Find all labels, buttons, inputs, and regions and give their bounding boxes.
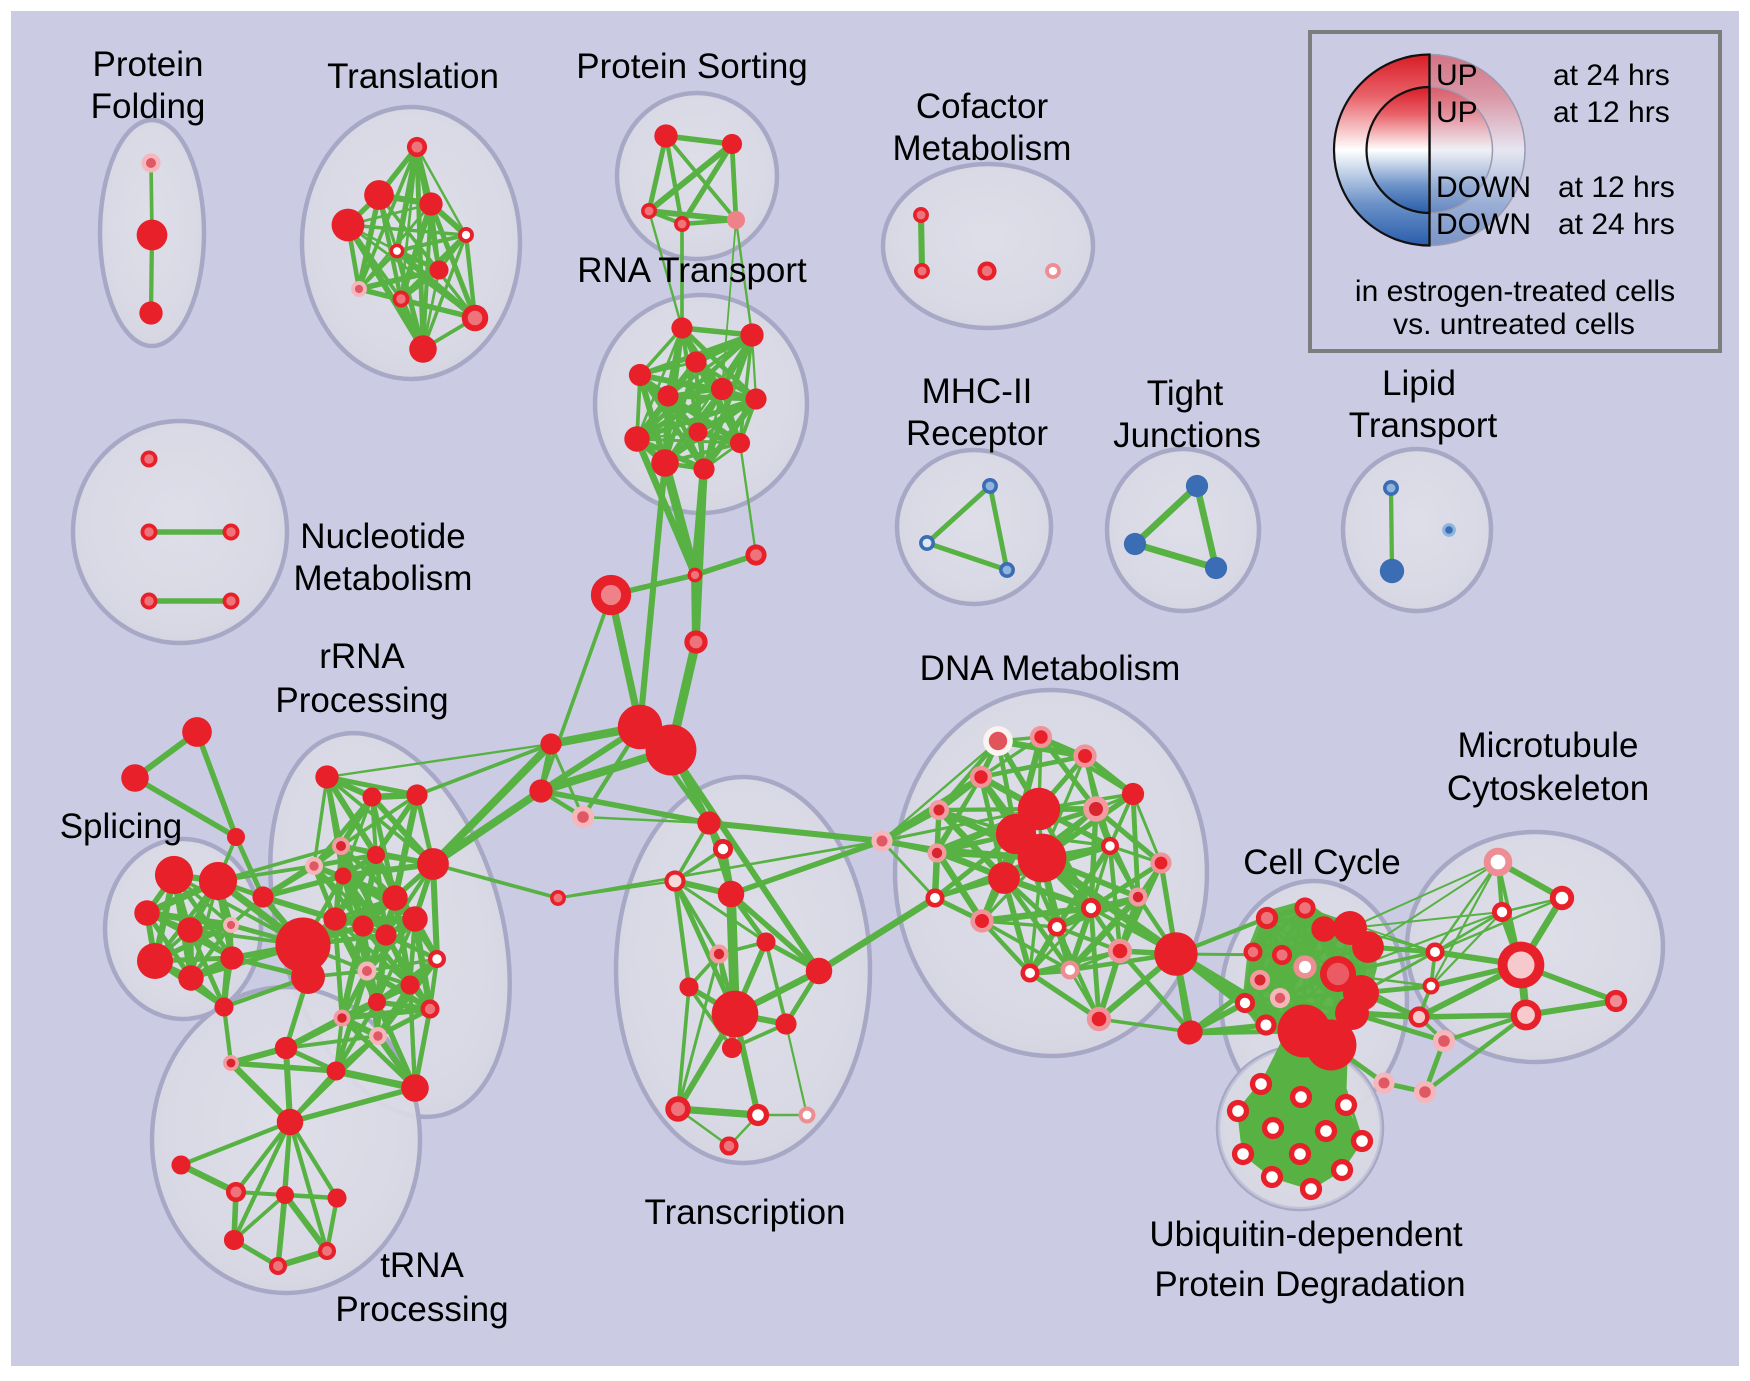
- svg-text:DOWN: DOWN: [1436, 171, 1531, 204]
- svg-text:tRNA: tRNA: [380, 1246, 464, 1285]
- svg-text:rRNA: rRNA: [319, 637, 405, 676]
- svg-text:UP: UP: [1436, 59, 1478, 92]
- svg-text:Cell Cycle: Cell Cycle: [1243, 843, 1401, 882]
- svg-text:Cytoskeleton: Cytoskeleton: [1447, 769, 1649, 808]
- svg-text:Microtubule: Microtubule: [1458, 726, 1639, 765]
- svg-text:Nucleotide: Nucleotide: [300, 517, 465, 556]
- svg-text:Junctions: Junctions: [1113, 416, 1261, 455]
- svg-text:UP: UP: [1436, 96, 1478, 129]
- svg-text:Receptor: Receptor: [906, 414, 1048, 453]
- svg-text:Protein Sorting: Protein Sorting: [576, 47, 808, 86]
- svg-text:vs. untreated cells: vs. untreated cells: [1393, 308, 1635, 341]
- svg-text:at 24 hrs: at 24 hrs: [1558, 208, 1675, 241]
- svg-text:DNA Metabolism: DNA Metabolism: [920, 649, 1181, 688]
- svg-text:Processing: Processing: [335, 1290, 508, 1329]
- svg-text:Metabolism: Metabolism: [294, 559, 473, 598]
- svg-text:at 12 hrs: at 12 hrs: [1553, 96, 1670, 129]
- svg-text:Cofactor: Cofactor: [916, 87, 1049, 126]
- svg-text:Splicing: Splicing: [60, 807, 183, 846]
- svg-text:MHC-II: MHC-II: [922, 372, 1033, 411]
- svg-text:Protein Degradation: Protein Degradation: [1154, 1265, 1465, 1304]
- svg-text:Ubiquitin-dependent: Ubiquitin-dependent: [1149, 1215, 1463, 1254]
- svg-text:Metabolism: Metabolism: [893, 129, 1072, 168]
- svg-text:DOWN: DOWN: [1436, 208, 1531, 241]
- svg-text:Transport: Transport: [1349, 406, 1498, 445]
- svg-text:Processing: Processing: [275, 681, 448, 720]
- svg-text:Transcription: Transcription: [645, 1193, 846, 1232]
- svg-text:Tight: Tight: [1147, 374, 1224, 413]
- svg-text:at 24 hrs: at 24 hrs: [1553, 59, 1670, 92]
- svg-text:RNA Transport: RNA Transport: [577, 251, 807, 290]
- svg-text:Translation: Translation: [327, 57, 499, 96]
- svg-text:at 12 hrs: at 12 hrs: [1558, 171, 1675, 204]
- svg-text:Folding: Folding: [91, 87, 206, 126]
- svg-text:Lipid: Lipid: [1382, 364, 1456, 403]
- svg-text:Protein: Protein: [93, 45, 204, 84]
- svg-text:in estrogen-treated cells: in estrogen-treated cells: [1355, 275, 1675, 308]
